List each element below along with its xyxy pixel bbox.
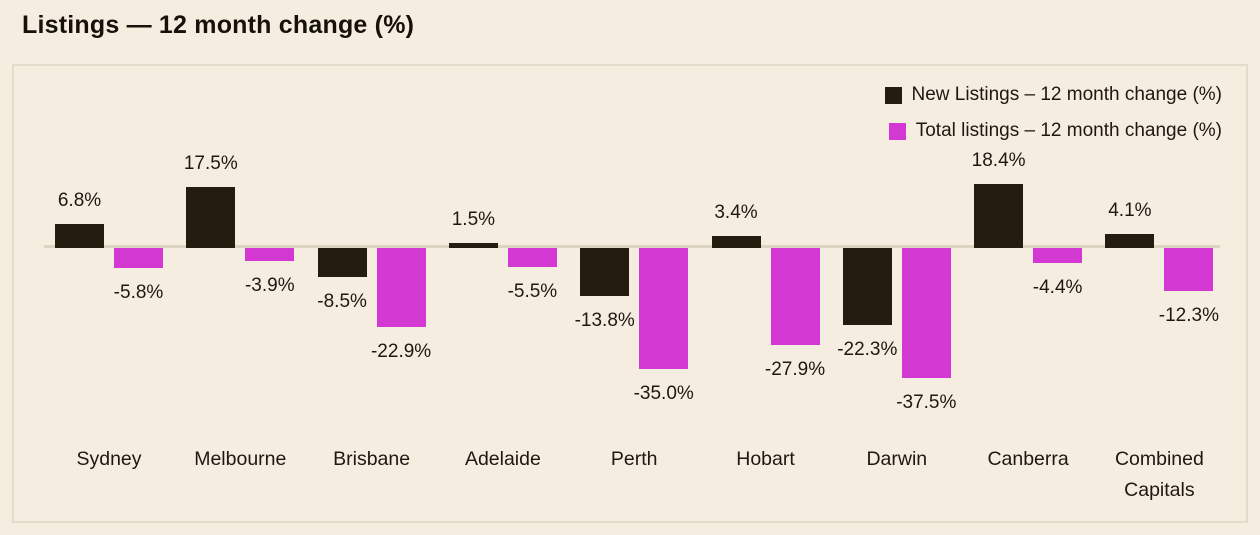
page-title: Listings — 12 month change (%) — [22, 11, 415, 39]
bar-total-listings-combined-capitals — [1164, 248, 1214, 291]
legend-label: New Listings – 12 month change (%) — [911, 84, 1223, 105]
bar-total-listings-brisbane — [376, 248, 426, 328]
bar-new-listings-canberra — [974, 184, 1024, 248]
value-label-new-listings-combined-capitals: 4.1% — [1108, 199, 1152, 221]
bar-new-listings-darwin — [842, 248, 892, 326]
category-label-canberra: Canberra — [987, 448, 1069, 470]
bar-total-listings-melbourne — [245, 248, 295, 262]
bar-total-listings-canberra — [1033, 248, 1083, 264]
legend-item-0: New Listings – 12 month change (%) — [884, 84, 1223, 106]
legend-swatch-icon — [884, 86, 902, 104]
category-label-brisbane: Brisbane — [333, 448, 411, 470]
value-label-new-listings-hobart: 3.4% — [714, 202, 758, 224]
legend-item-1: Total listings – 12 month change (%) — [888, 120, 1222, 142]
chart-plot-area: 6.8% -5.8% Sydney 17.5% -3.9% Melbourne -8.5% -… — [14, 66, 1246, 521]
category-label-darwin: Darwin — [866, 448, 928, 470]
category-label-sydney: Sydney — [76, 448, 142, 470]
value-label-new-listings-darwin: -22.3% — [837, 339, 898, 361]
value-label-total-listings-canberra: -4.4% — [1032, 277, 1083, 299]
bar-new-listings-sydney — [55, 224, 104, 248]
value-label-total-listings-combined-capitals: -12.3% — [1158, 304, 1219, 326]
value-label-total-listings-adelaide: -5.5% — [507, 281, 558, 303]
bar-new-listings-perth — [580, 248, 630, 296]
value-label-new-listings-adelaide: 1.5% — [451, 208, 496, 230]
legend-label: Total listings – 12 month change (%) — [915, 120, 1222, 141]
value-label-new-listings-canberra: 18.4% — [971, 150, 1026, 172]
bar-total-listings-sydney — [114, 248, 163, 269]
bar-new-listings-melbourne — [186, 187, 236, 248]
category-label-adelaide: Adelaide — [464, 448, 541, 470]
category-label-perth: Perth — [610, 448, 658, 470]
bar-total-listings-darwin — [901, 248, 951, 378]
chart-panel: New Listings – 12 month change (%) Total … — [12, 64, 1248, 523]
bar-new-listings-hobart — [711, 236, 761, 248]
value-label-total-listings-sydney: -5.8% — [113, 282, 164, 304]
value-label-total-listings-darwin: -37.5% — [896, 391, 957, 413]
legend-swatch-icon — [888, 122, 906, 140]
value-label-total-listings-brisbane: -22.9% — [370, 341, 432, 363]
bar-total-listings-adelaide — [507, 248, 557, 268]
value-label-total-listings-perth: -35.0% — [633, 383, 694, 405]
bar-total-listings-perth — [639, 248, 689, 370]
category-label-combined-capitals: Combined Capitals — [1114, 448, 1204, 501]
value-label-total-listings-melbourne: -3.9% — [244, 275, 295, 297]
value-label-new-listings-melbourne: 17.5% — [183, 153, 238, 175]
bar-new-listings-brisbane — [317, 248, 367, 278]
bar-new-listings-adelaide — [448, 242, 498, 248]
category-label-hobart: Hobart — [736, 448, 795, 470]
zero-axis-line — [44, 245, 1220, 248]
bar-new-listings-combined-capitals — [1105, 233, 1155, 248]
value-label-new-listings-sydney: 6.8% — [57, 190, 102, 212]
value-label-new-listings-brisbane: -8.5% — [317, 291, 367, 313]
category-label-melbourne: Melbourne — [194, 448, 287, 470]
chart-legend: New Listings – 12 month change (%) Total … — [884, 84, 1223, 142]
value-label-total-listings-hobart: -27.9% — [764, 358, 826, 380]
value-label-new-listings-perth: -13.8% — [574, 309, 635, 331]
bar-total-listings-hobart — [770, 248, 820, 345]
